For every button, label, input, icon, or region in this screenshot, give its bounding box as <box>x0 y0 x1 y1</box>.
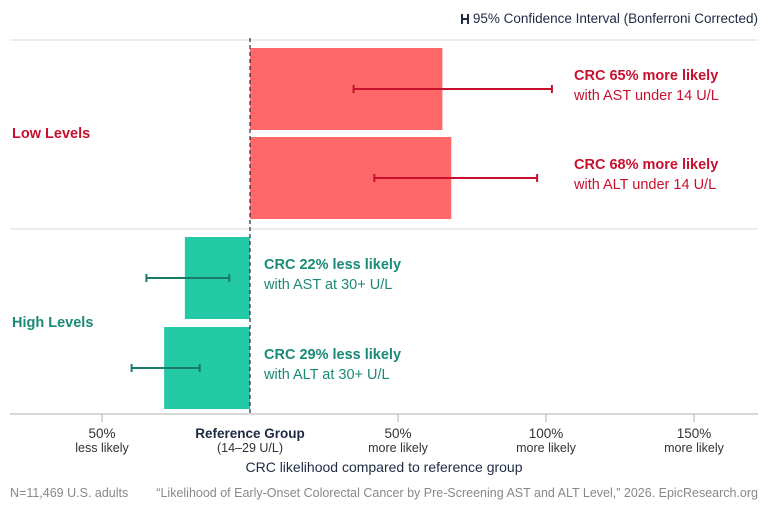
group-label: High Levels <box>12 315 94 331</box>
x-tick-value: Reference Group <box>195 426 305 441</box>
x-axis-label: CRC likelihood compared to reference gro… <box>245 459 523 475</box>
x-tick-caption: more likely <box>664 441 724 455</box>
x-tick-caption: more likely <box>368 441 428 455</box>
citation: “Likelihood of Early-Onset Colorectal Ca… <box>156 486 758 500</box>
bar-annotation: CRC 65% more likely with AST under 14 U/L <box>574 66 719 106</box>
x-tick-value: 100% <box>528 426 564 441</box>
bar-annotation-headline: CRC 22% less likely <box>264 257 402 273</box>
bar-annotation-detail: with AST at 30+ U/L <box>264 277 393 293</box>
bar-annotation: CRC 22% less likely with AST at 30+ U/L <box>264 255 401 295</box>
group-label: Low Levels <box>12 126 91 142</box>
x-tick-value: 50% <box>384 426 412 441</box>
x-tick-caption: less likely <box>75 441 129 455</box>
bar-annotation: CRC 29% less likely with ALT at 30+ U/L <box>264 345 401 385</box>
legend-label: 95% Confidence Interval (Bonferroni Corr… <box>472 11 758 26</box>
x-tick-value: 50% <box>88 426 116 441</box>
bar-annotation-headline: CRC 65% more likely <box>574 68 719 84</box>
x-tick-value: 150% <box>676 426 712 441</box>
bar-annotation-headline: CRC 29% less likely <box>264 347 402 363</box>
x-tick-caption: (14–29 U/L) <box>216 441 283 455</box>
x-tick-label: 100% more likely <box>476 426 616 456</box>
x-tick-label: 150% more likely <box>624 426 764 456</box>
bar-annotation-detail: with ALT under 14 U/L <box>574 177 717 193</box>
x-tick-label: Reference Group (14–29 U/L) <box>180 426 320 456</box>
bar-annotation-detail: with AST under 14 U/L <box>574 88 719 104</box>
bar-annotation-detail: with ALT at 30+ U/L <box>264 367 390 383</box>
x-tick-label: 50% less likely <box>32 426 172 456</box>
x-tick-label: 50% more likely <box>328 426 468 456</box>
bar-annotation: CRC 68% more likely with ALT under 14 U/L <box>574 155 718 195</box>
confidence-interval-icon <box>460 13 469 24</box>
x-tick-caption: more likely <box>516 441 576 455</box>
legend: 95% Confidence Interval (Bonferroni Corr… <box>460 11 758 26</box>
sample-size-note: N=11,469 U.S. adults <box>10 486 129 500</box>
bar-annotation-headline: CRC 68% more likely <box>574 157 719 173</box>
